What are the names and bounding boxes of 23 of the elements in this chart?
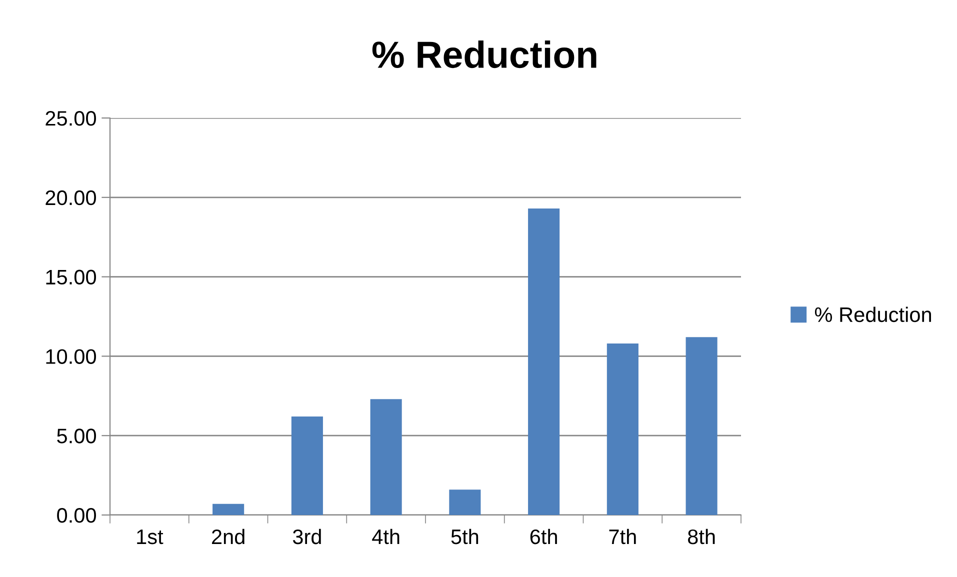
bar <box>528 208 560 515</box>
bar <box>686 337 718 515</box>
chart-title: % Reduction <box>372 40 596 68</box>
y-tick-label: 0.00 <box>57 508 96 523</box>
x-tick-label: 1st <box>137 530 164 544</box>
x-tick-label: 4th <box>372 528 400 544</box>
y-tick-label: 5.00 <box>57 428 96 444</box>
x-tick-label: 7th <box>609 528 636 544</box>
bar <box>370 399 402 515</box>
y-tick-label: 20.00 <box>46 190 96 206</box>
bar <box>212 504 244 515</box>
y-tick-label: 15.00 <box>46 270 96 285</box>
x-tick-label: 8th <box>688 528 715 544</box>
x-tick-label: 3rd <box>292 528 321 544</box>
legend-label: % Reduction <box>814 306 931 322</box>
y-tick-label: 25.00 <box>46 111 96 126</box>
x-tick-label: 6th <box>530 528 557 544</box>
bar <box>291 416 323 515</box>
x-tick-label: 2nd <box>212 528 244 544</box>
bar <box>606 343 638 515</box>
x-tick-label: 5th <box>451 528 478 544</box>
y-tick-label: 10.00 <box>46 349 96 364</box>
bar <box>449 490 481 515</box>
